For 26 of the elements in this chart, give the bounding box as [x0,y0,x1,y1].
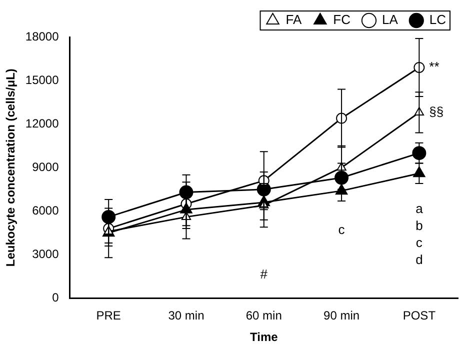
annotation: a [416,200,424,216]
legend-label: FA [286,12,302,28]
annotation: ** [429,59,440,74]
annotation: b [416,218,423,233]
x-tick-label: POST [402,308,436,323]
annotation: §§ [429,104,444,120]
x-tick-label: PRE [96,308,121,323]
y-tick-label: 12000 [25,116,60,130]
y-tick-label: 18000 [25,29,60,44]
legend-label: LC [429,12,446,28]
legend-label: LA [382,12,398,28]
y-tick-label: 3000 [32,246,60,261]
x-axis-title: Time [250,330,278,344]
x-tick-label: 30 min [168,308,204,323]
y-axis-title: Leukocyte concentration (cells/μL) [4,68,18,267]
y-tick-label: 0 [52,290,60,305]
annotation: c [416,234,423,250]
annotation: c [338,222,346,237]
annotation: # [260,266,268,282]
annotation: d [416,252,423,267]
legend-label: FC [333,12,350,28]
y-tick-label: 6000 [32,203,60,218]
y-tick-label: 15000 [25,72,60,87]
x-tick-label: 60 min [246,308,282,323]
y-tick-label: 9000 [32,160,60,174]
x-tick-label: 90 min [324,308,360,323]
